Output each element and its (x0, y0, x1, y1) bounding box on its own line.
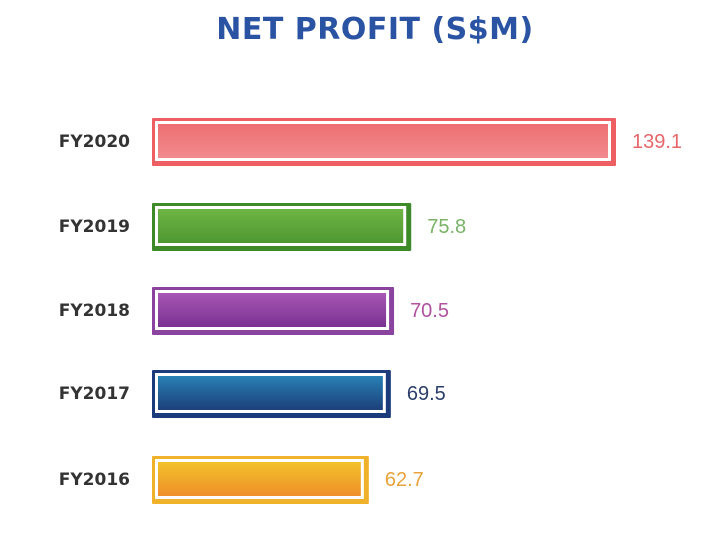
bar (158, 209, 404, 243)
value-label: 62.7 (385, 469, 424, 491)
bar (158, 462, 361, 496)
category-label: FY2018 (59, 301, 130, 321)
value-label: 70.5 (410, 300, 449, 322)
value-label: 75.8 (427, 216, 466, 238)
bar-group: FY2019 75.8 (59, 203, 466, 251)
category-label: FY2017 (59, 384, 130, 404)
bar-group: FY2016 62.7 (59, 456, 424, 504)
category-label: FY2020 (59, 132, 130, 152)
bar-group: FY2018 70.5 (59, 287, 449, 335)
category-label: FY2019 (59, 217, 130, 237)
bar-group: FY2017 69.5 (59, 370, 446, 418)
value-label: 139.1 (632, 131, 682, 153)
value-label: 69.5 (407, 383, 446, 405)
category-label: FY2016 (59, 470, 130, 490)
bar (158, 124, 608, 158)
bar (158, 376, 383, 410)
bar-group: FY2020 139.1 (59, 118, 682, 166)
bar (158, 293, 387, 327)
chart-title: NET PROFIT (S$M) (216, 12, 534, 47)
bars-layer: FY2020 139.1 FY2019 75.8 FY2018 70.5 FY2017 69.… (59, 118, 682, 504)
